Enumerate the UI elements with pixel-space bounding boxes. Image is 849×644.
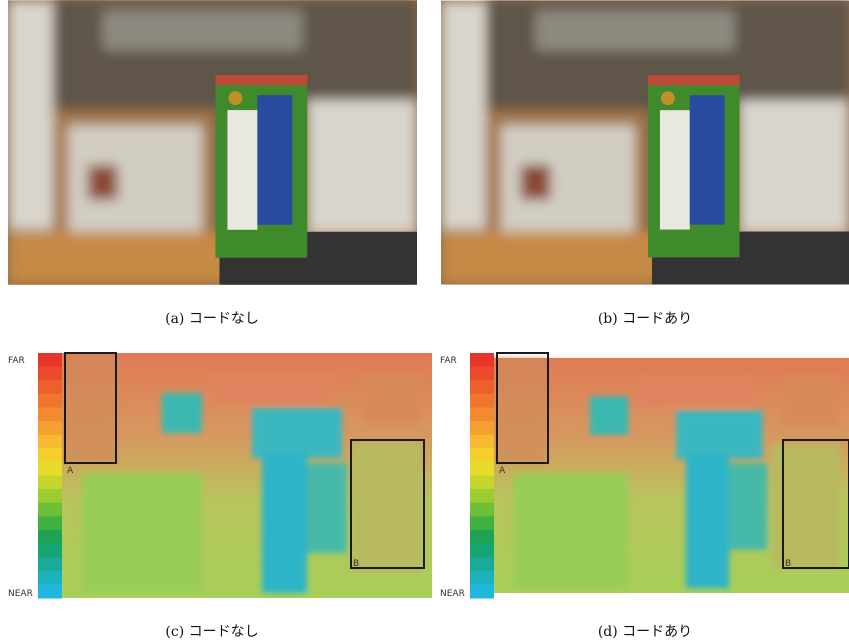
colorbar-step (38, 367, 62, 381)
colorbar-step (470, 571, 494, 585)
figure: (a) コードなし (b) コードあり FAR NEAR FAR NEAR A … (0, 0, 849, 644)
near-label: NEAR (440, 589, 465, 599)
colorbar-step (38, 462, 62, 476)
colorbar-step (38, 448, 62, 462)
caption: (d) コードあり (598, 624, 692, 640)
photo-a (8, 0, 417, 284)
colorbar-step (38, 584, 62, 598)
colorbar-step (38, 571, 62, 585)
colorbar-step (38, 557, 62, 571)
photo-b (441, 1, 849, 285)
caption: (c) コードなし (165, 624, 258, 640)
colorbar-step (470, 421, 494, 435)
colorbar-step (470, 435, 494, 449)
colorbar-step (470, 489, 494, 503)
colorbar-step (38, 503, 62, 517)
colorbar-step (38, 421, 62, 435)
colorbar-step (38, 516, 62, 530)
colorbar-step (470, 476, 494, 490)
colorbar-step (38, 394, 62, 408)
region-label: A (67, 466, 74, 476)
region-label: B (353, 559, 359, 569)
colorbar (38, 353, 62, 599)
depth-map-c (62, 353, 432, 598)
colorbar-step (470, 407, 494, 421)
colorbar-step (38, 407, 62, 421)
far-label: FAR (440, 356, 457, 366)
colorbar-step (470, 394, 494, 408)
colorbar-step (38, 544, 62, 558)
colorbar-step (470, 516, 494, 530)
region-label: B (785, 559, 791, 569)
near-label: NEAR (8, 589, 33, 599)
colorbar-step (38, 380, 62, 394)
region-label: A (499, 466, 506, 476)
caption: (a) コードなし (165, 311, 259, 327)
far-label: FAR (8, 356, 25, 366)
colorbar-step (470, 353, 494, 367)
colorbar (470, 353, 494, 599)
caption: (b) コードあり (598, 311, 692, 327)
colorbar-step (470, 530, 494, 544)
colorbar-step (38, 353, 62, 367)
colorbar-step (470, 544, 494, 558)
colorbar-step (38, 530, 62, 544)
colorbar-step (38, 476, 62, 490)
colorbar-step (470, 367, 494, 381)
colorbar-step (470, 448, 494, 462)
colorbar-step (38, 489, 62, 503)
colorbar-step (470, 503, 494, 517)
colorbar-step (470, 584, 494, 598)
colorbar-step (38, 435, 62, 449)
colorbar-step (470, 557, 494, 571)
colorbar-step (470, 462, 494, 476)
colorbar-step (470, 380, 494, 394)
